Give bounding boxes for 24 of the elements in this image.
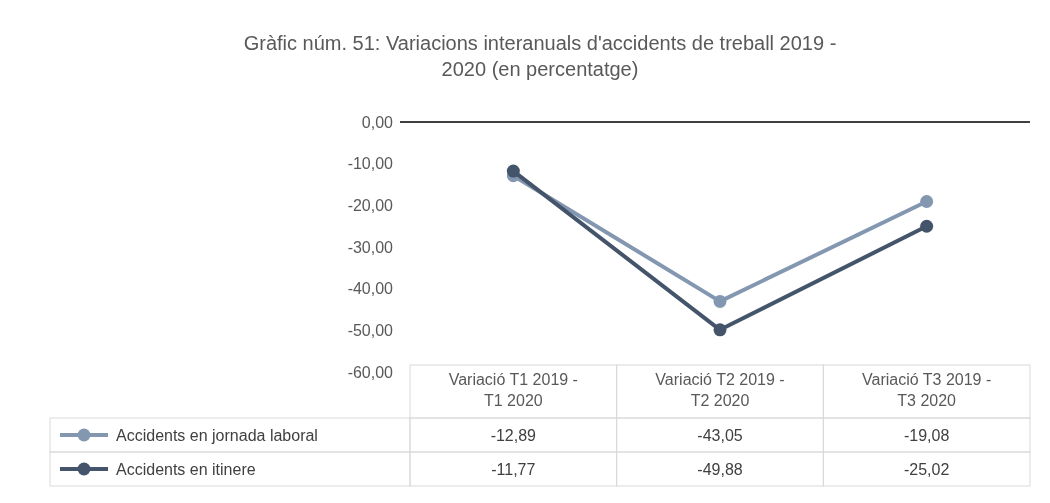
point	[713, 323, 727, 337]
y-tick-label: 0,00	[361, 113, 394, 131]
y-tick-label: -60,00	[347, 363, 394, 381]
y-tick-label: -40,00	[347, 280, 394, 298]
point	[920, 195, 934, 208]
legend-label: Accidents en jornada laboral	[116, 426, 318, 444]
y-tick-label: -10,00	[347, 155, 394, 173]
y-tick-label: -50,00	[347, 321, 394, 339]
data-label: -19,08	[903, 426, 950, 444]
chart-title: Gràfic núm. 51: Variacions interanuals d'accidents de treball 2019 - 2020 (en percentatge)	[243, 32, 837, 80]
data-label: -25,02	[903, 460, 950, 478]
data-label: -12,89	[490, 426, 537, 444]
point	[713, 294, 727, 308]
point	[506, 164, 520, 178]
x-tick-label: Variació T2 2019 - T2 2020	[655, 371, 785, 409]
point	[920, 219, 934, 233]
y-tick-label: -30,00	[347, 238, 394, 256]
data-label: -43,05	[697, 426, 743, 444]
data-label: -49,88	[697, 460, 743, 478]
x-tick-label: Variació T3 2019 - T3 2020	[862, 371, 992, 409]
y-tick-label: -20,00	[347, 196, 394, 214]
legend-label: Accidents en itinere	[116, 460, 256, 478]
x-tick-label: Variació T1 2019 - T1 2020	[448, 371, 578, 409]
data-label: -11,77	[491, 460, 536, 478]
